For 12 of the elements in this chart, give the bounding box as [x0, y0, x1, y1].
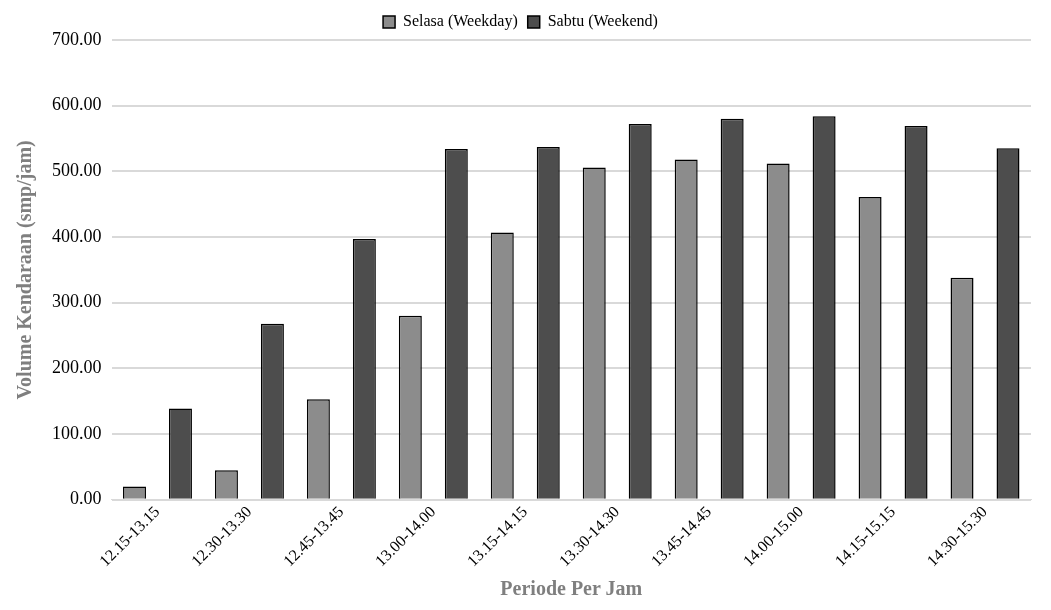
y-tick-label: 500.00: [52, 160, 102, 181]
y-tick-label: 300.00: [52, 291, 102, 312]
y-tick-label: 400.00: [52, 225, 102, 246]
y-axis-title: Volume Kendaraan (smp/jam): [13, 140, 37, 400]
y-tick-label: 100.00: [52, 422, 102, 443]
y-tick-label: 0.00: [70, 488, 102, 509]
x-axis-title: Periode Per Jam: [500, 577, 643, 600]
legend-label: Selasa (Weekday): [403, 12, 518, 31]
legend-label: Sabtu (Weekend): [547, 12, 658, 31]
y-tick-label: 700.00: [52, 28, 102, 49]
y-tick-label: 200.00: [52, 357, 102, 378]
y-tick-label: 600.00: [52, 94, 102, 115]
